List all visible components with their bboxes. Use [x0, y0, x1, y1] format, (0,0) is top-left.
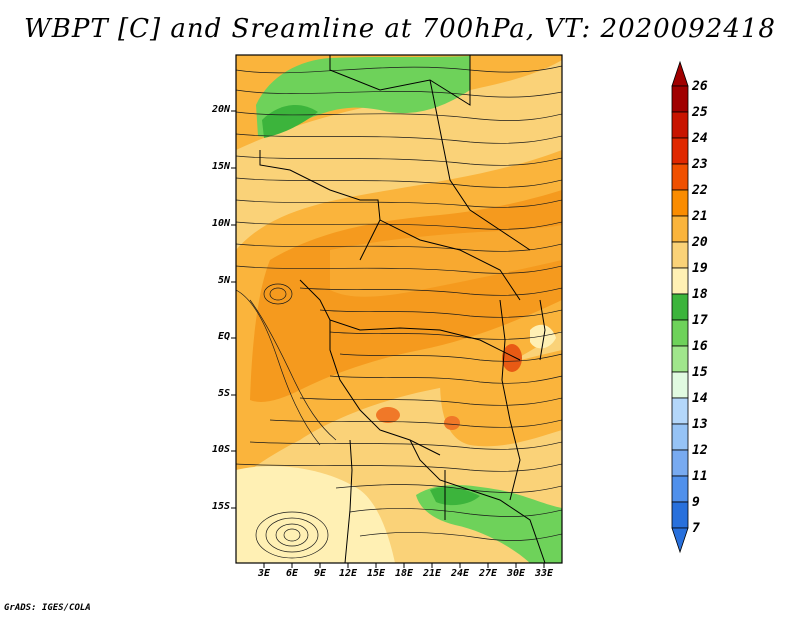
colorbar-label: 23	[692, 157, 708, 172]
colorbar-swatch	[671, 397, 689, 425]
lon-label: 12E	[338, 568, 358, 579]
lon-label: 3E	[257, 568, 271, 579]
colorbar-label: 11	[692, 469, 708, 484]
lon-label: 9E	[313, 568, 327, 579]
map-title: WBPT [C] and Sreamline at 700hPa, VT: 20…	[24, 14, 776, 44]
lat-label: 15S	[211, 501, 230, 512]
lat-label: 5N	[217, 275, 230, 286]
axis-ticks	[231, 110, 545, 568]
colorbar-swatch	[671, 215, 689, 243]
colorbar-swatch	[671, 163, 689, 191]
colorbar-label: 19	[692, 261, 708, 276]
field-green-north-dark	[262, 105, 318, 138]
lat-label: EQ	[217, 331, 230, 342]
colorbar-label: 13	[692, 417, 708, 432]
colorbar-label: 16	[692, 339, 708, 354]
colorbar-swatch	[671, 267, 689, 295]
lon-label: 24E	[450, 568, 470, 579]
lon-label: 15E	[366, 568, 386, 579]
lat-label: 5S	[217, 388, 230, 399]
colorbar-swatch	[671, 189, 689, 217]
colorbar-swatch	[671, 423, 689, 451]
field-lake-victoria	[530, 324, 556, 349]
country-borders	[259, 55, 546, 563]
lon-label: 27E	[478, 568, 498, 579]
colorbar-label: 17	[692, 313, 708, 328]
field-inner-streak	[330, 225, 562, 297]
colorbar-swatch	[671, 501, 689, 529]
colorbar-label: 26	[692, 79, 708, 94]
colorbar-swatch	[671, 449, 689, 477]
colorbar-bottom-arrow	[671, 527, 689, 554]
lat-label: 15N	[211, 161, 230, 172]
colorbar-top-arrow	[671, 60, 689, 87]
colorbar-swatch	[671, 137, 689, 165]
lat-label: 20N	[211, 104, 230, 115]
colorbar-swatch	[671, 293, 689, 321]
field-hotspot-lakes	[502, 344, 522, 372]
field-hotspot-a	[376, 407, 400, 423]
colorbar-label: 9	[692, 495, 700, 510]
field-southeast	[440, 350, 562, 447]
map-frame	[235, 54, 563, 564]
colorbar-label: 12	[692, 443, 708, 458]
colorbar-swatch	[671, 345, 689, 373]
colorbar-swatch	[671, 475, 689, 503]
field-hotspot-b	[444, 416, 460, 430]
lon-label: 18E	[394, 568, 414, 579]
colorbar-label: 24	[692, 131, 708, 146]
lon-label: 30E	[506, 568, 526, 579]
colorbar-label: 20	[692, 235, 708, 250]
colorbar-label: 14	[692, 391, 708, 406]
colorbar-label: 22	[692, 183, 708, 198]
colorbar	[671, 60, 689, 554]
colorbar-label: 18	[692, 287, 708, 302]
colorbar-label: 7	[692, 521, 700, 536]
colorbar-swatch	[671, 241, 689, 269]
lon-label: 6E	[285, 568, 299, 579]
colorbar-label: 15	[692, 365, 708, 380]
streamlines	[236, 65, 562, 559]
field-green-south-dark	[430, 487, 480, 506]
grads-credit: GrADS: IGES/COLA	[4, 603, 91, 613]
lat-label: 10N	[211, 218, 230, 229]
colorbar-swatch	[671, 319, 689, 347]
colorbar-swatch	[671, 371, 689, 399]
colorbar-label: 21	[692, 209, 708, 224]
colorbar-swatch	[671, 111, 689, 139]
lon-label: 21E	[422, 568, 442, 579]
lon-label: 33E	[534, 568, 554, 579]
colorbar-label: 25	[692, 105, 708, 120]
map-field	[236, 55, 562, 563]
lat-label: 10S	[211, 444, 230, 455]
colorbar-swatch	[671, 85, 689, 113]
